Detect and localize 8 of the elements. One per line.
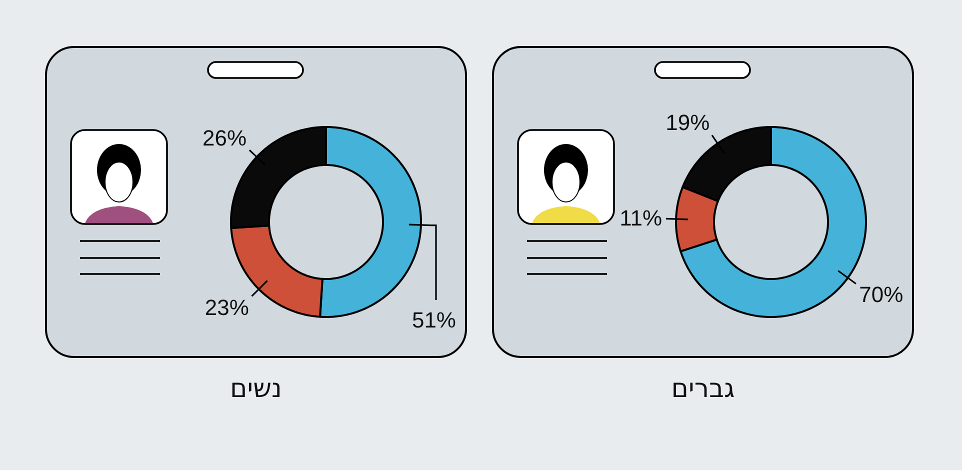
text: נשים [230, 374, 282, 404]
data-label: 70% [859, 282, 904, 308]
data-label: 11% [620, 206, 662, 231]
data-label: 23% [204, 295, 249, 320]
data-label: 51% [412, 307, 456, 332]
text: גברים [671, 374, 735, 404]
data-label: 26% [202, 125, 247, 150]
data-label: 19% [666, 110, 710, 135]
